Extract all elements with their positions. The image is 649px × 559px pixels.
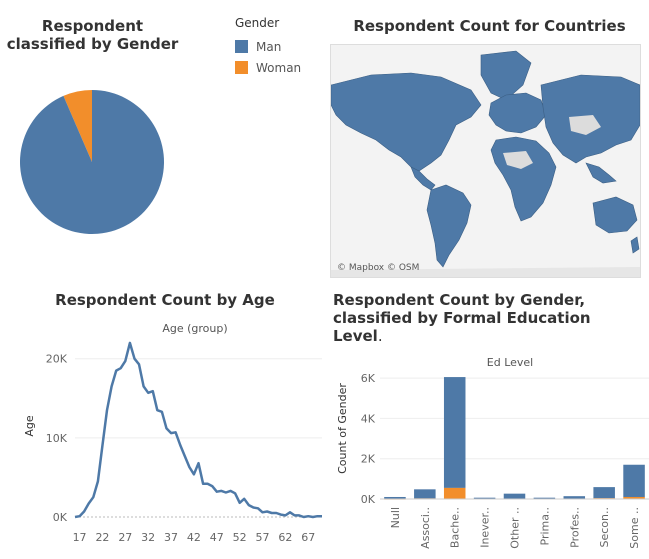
ed-bar-man[interactable] — [503, 493, 526, 499]
age-ytick-label: 0K — [53, 511, 68, 524]
ed-bar-woman[interactable] — [443, 487, 466, 499]
ed-xtick-label: Bache.. — [449, 507, 462, 548]
gender-pie-chart[interactable] — [18, 88, 166, 236]
pie-slice-woman[interactable] — [63, 90, 92, 162]
legend-title: Gender — [235, 16, 280, 30]
map-title: Respondent Count for Countries — [353, 17, 626, 35]
age-xtick-label: 57 — [256, 531, 270, 544]
age-xtick-label: 17 — [73, 531, 87, 544]
ed-ytick-label: 6K — [361, 372, 376, 385]
age-xtick-label: 42 — [187, 531, 201, 544]
ed-bar-man[interactable] — [563, 496, 586, 499]
map-region-se-asia — [585, 162, 617, 184]
map-region-africa — [490, 136, 557, 222]
legend-label-woman: Woman — [256, 60, 302, 75]
age-xtick-label: 62 — [278, 531, 292, 544]
ed-bar-man[interactable] — [384, 496, 406, 499]
age-xtick-label: 27 — [118, 531, 132, 544]
world-map-shapes — [331, 50, 640, 277]
ed-xtick-label: Profes.. — [568, 507, 581, 548]
ed-xtick-label: Inever.. — [479, 507, 492, 548]
ed-bar-man[interactable] — [593, 487, 615, 499]
age-line-chart[interactable]: 0K 10K 20K Age 17 22 27 32 37 42 47 52 57 62 67 — [0, 335, 330, 559]
age-xtick-label: 52 — [233, 531, 247, 544]
age-ytick-label: 20K — [46, 353, 68, 366]
education-bar-chart[interactable]: 0K 2K 4K 6K Count of Gender Null Associ.. Bache… — [333, 368, 649, 559]
legend-item-man[interactable]: Man — [235, 36, 301, 57]
legend-swatch-man — [235, 40, 248, 53]
ed-bar-man[interactable] — [473, 497, 496, 499]
age-xtick-label: 37 — [164, 531, 178, 544]
ed-bar-man[interactable] — [414, 489, 436, 499]
pie-chart-title: Respondent classified by Gender — [6, 17, 179, 53]
map-region-greenland — [480, 50, 532, 101]
legend-label-man: Man — [256, 39, 282, 54]
age-xtick-label: 32 — [141, 531, 155, 544]
ed-xtick-label: Associ.. — [419, 507, 432, 549]
gender-legend: Gender Man Woman — [235, 16, 301, 78]
age-chart-title: Respondent Count by Age — [55, 291, 275, 309]
map-region-australia — [592, 196, 638, 234]
country-map[interactable]: © Mapbox © OSM — [330, 44, 641, 278]
ed-xtick-label: Secon.. — [598, 507, 611, 548]
ed-chart-subtitle: Ed Level — [486, 356, 534, 369]
legend-swatch-woman — [235, 61, 248, 74]
ed-yaxis-label: Count of Gender — [336, 383, 349, 474]
map-region-north-america — [331, 72, 482, 172]
map-region-central-america — [410, 166, 436, 191]
ed-bar-man[interactable] — [443, 377, 466, 488]
ed-xtick-label: Prima.. — [538, 507, 551, 545]
map-region-antarctica — [331, 267, 640, 277]
map-region-south-america — [426, 184, 472, 268]
map-region-new-zealand — [630, 236, 640, 254]
age-yaxis-label: Age — [23, 415, 36, 437]
age-chart-subtitle: Age (group) — [162, 322, 228, 335]
ed-xtick-label: Other .. — [509, 507, 522, 549]
ed-chart-title: Respondent Count by Gender, classified b… — [333, 291, 591, 345]
map-region-europe — [488, 92, 547, 134]
age-xtick-label: 47 — [210, 531, 224, 544]
pie-slice-man[interactable] — [19, 90, 164, 234]
ed-bar-man[interactable] — [623, 464, 645, 497]
map-region-asia-gap — [569, 115, 601, 135]
map-region-sahel-gap — [503, 151, 533, 169]
ed-bar-man[interactable] — [533, 497, 556, 499]
ed-ytick-label: 2K — [361, 453, 376, 466]
ed-bar-woman[interactable] — [623, 496, 645, 499]
ed-ytick-label: 0K — [361, 493, 376, 506]
age-series-line[interactable] — [74, 341, 322, 519]
age-xtick-label: 67 — [301, 531, 315, 544]
age-xtick-label: 22 — [95, 531, 109, 544]
ed-ytick-label: 4K — [361, 412, 376, 425]
legend-item-woman[interactable]: Woman — [235, 57, 301, 78]
ed-xtick-label: Some .. — [628, 507, 641, 549]
age-ytick-label: 10K — [46, 432, 68, 445]
map-credit[interactable]: © Mapbox © OSM — [337, 263, 420, 273]
ed-xtick-label: Null — [389, 507, 402, 528]
